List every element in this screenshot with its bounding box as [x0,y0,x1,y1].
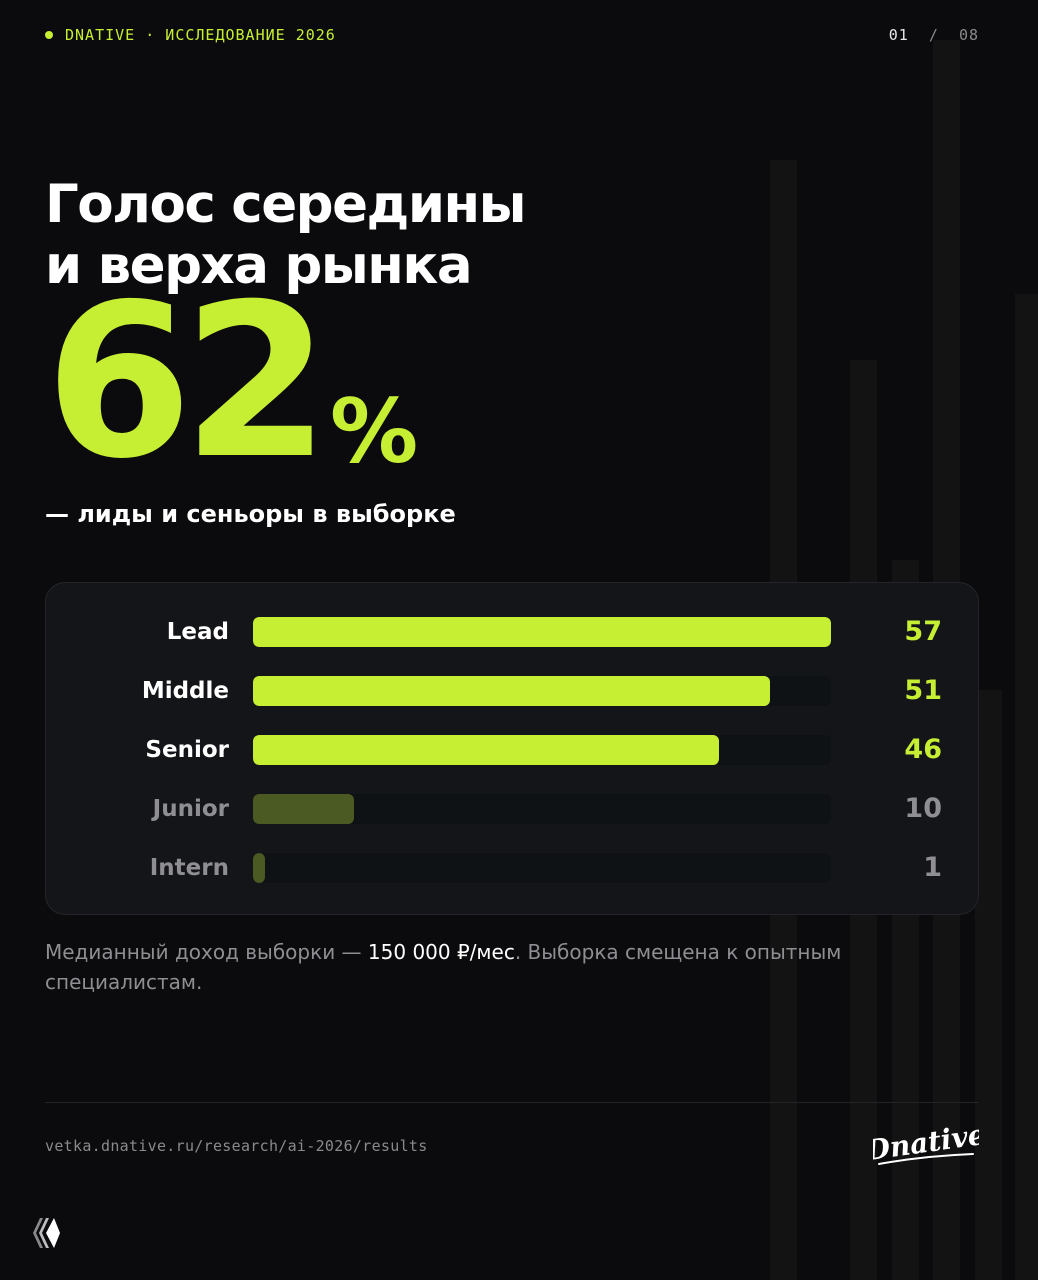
chevron-stack-icon [33,1218,60,1248]
page-separator: / [928,26,939,44]
highlight-unit: % [330,380,419,483]
page-title: Голос середины и верха рынка [45,174,605,296]
bar [253,617,831,647]
background-bar [975,690,1002,1280]
bar-value-label: 46 [904,734,942,765]
bar-value-label: 51 [904,675,942,706]
note-text-1: Медианный доход выборки — [45,940,368,964]
chart-row-intern: Intern 1 [46,853,978,883]
logo-text: Dnative [873,1120,979,1167]
bar-track [253,617,831,647]
page-total: 08 [958,26,979,44]
dot-icon [45,31,53,39]
highlight-stat: 62 % [45,258,419,505]
subtitle: — лиды и сеньоры в выборке [45,500,456,528]
bar-track [253,735,831,765]
top-bar: DNATIVE · ИССЛЕДОВАНИЕ 2026 01 / 08 [45,26,979,44]
bar [253,735,719,765]
bar-track [253,794,831,824]
highlight-value: 62 [45,258,330,505]
bar-value-label: 57 [904,616,942,647]
chart-row-junior: Junior 10 [46,794,978,824]
bar-value-label: 1 [923,852,942,883]
bar-label: Lead [166,619,229,645]
income-note: Медианный доход выборки — 150 000 ₽/мес.… [45,937,945,997]
page-current: 01 [888,26,909,44]
background-bar [1015,294,1038,1280]
bar-track [253,676,831,706]
bar-track [253,853,831,883]
footer-divider [45,1102,979,1103]
chart-row-lead: Lead 57 [46,617,978,647]
brand-label: DNATIVE · ИССЛЕДОВАНИЕ 2026 [65,26,336,44]
bar [253,794,354,824]
page-indicator: 01 / 08 [889,26,979,44]
bar-label: Intern [149,855,229,881]
chart-card: Lead 57 Middle 51 Senior 46 Junior 10 Intern 1 [45,582,979,915]
title-line-1: Голос середины [45,174,527,235]
chart-row-middle: Middle 51 [46,676,978,706]
bar [253,853,265,883]
bar-label: Senior [145,737,229,763]
dnative-logo: Dnative [873,1120,979,1167]
chart-row-senior: Senior 46 [46,735,978,765]
bar-label: Middle [141,678,229,704]
bar-value-label: 10 [904,793,942,824]
bar-label: Junior [152,796,229,822]
note-text-2: . Выборка смещена к опытным специалистам… [45,940,842,994]
source-url[interactable]: vetka.dnative.ru/research/ai-2026/result… [45,1137,428,1155]
brand: DNATIVE · ИССЛЕДОВАНИЕ 2026 [45,26,336,44]
note-highlight: 150 000 ₽/мес [367,940,515,964]
bar [253,676,770,706]
title-line-2: и верха рынка [45,235,473,296]
